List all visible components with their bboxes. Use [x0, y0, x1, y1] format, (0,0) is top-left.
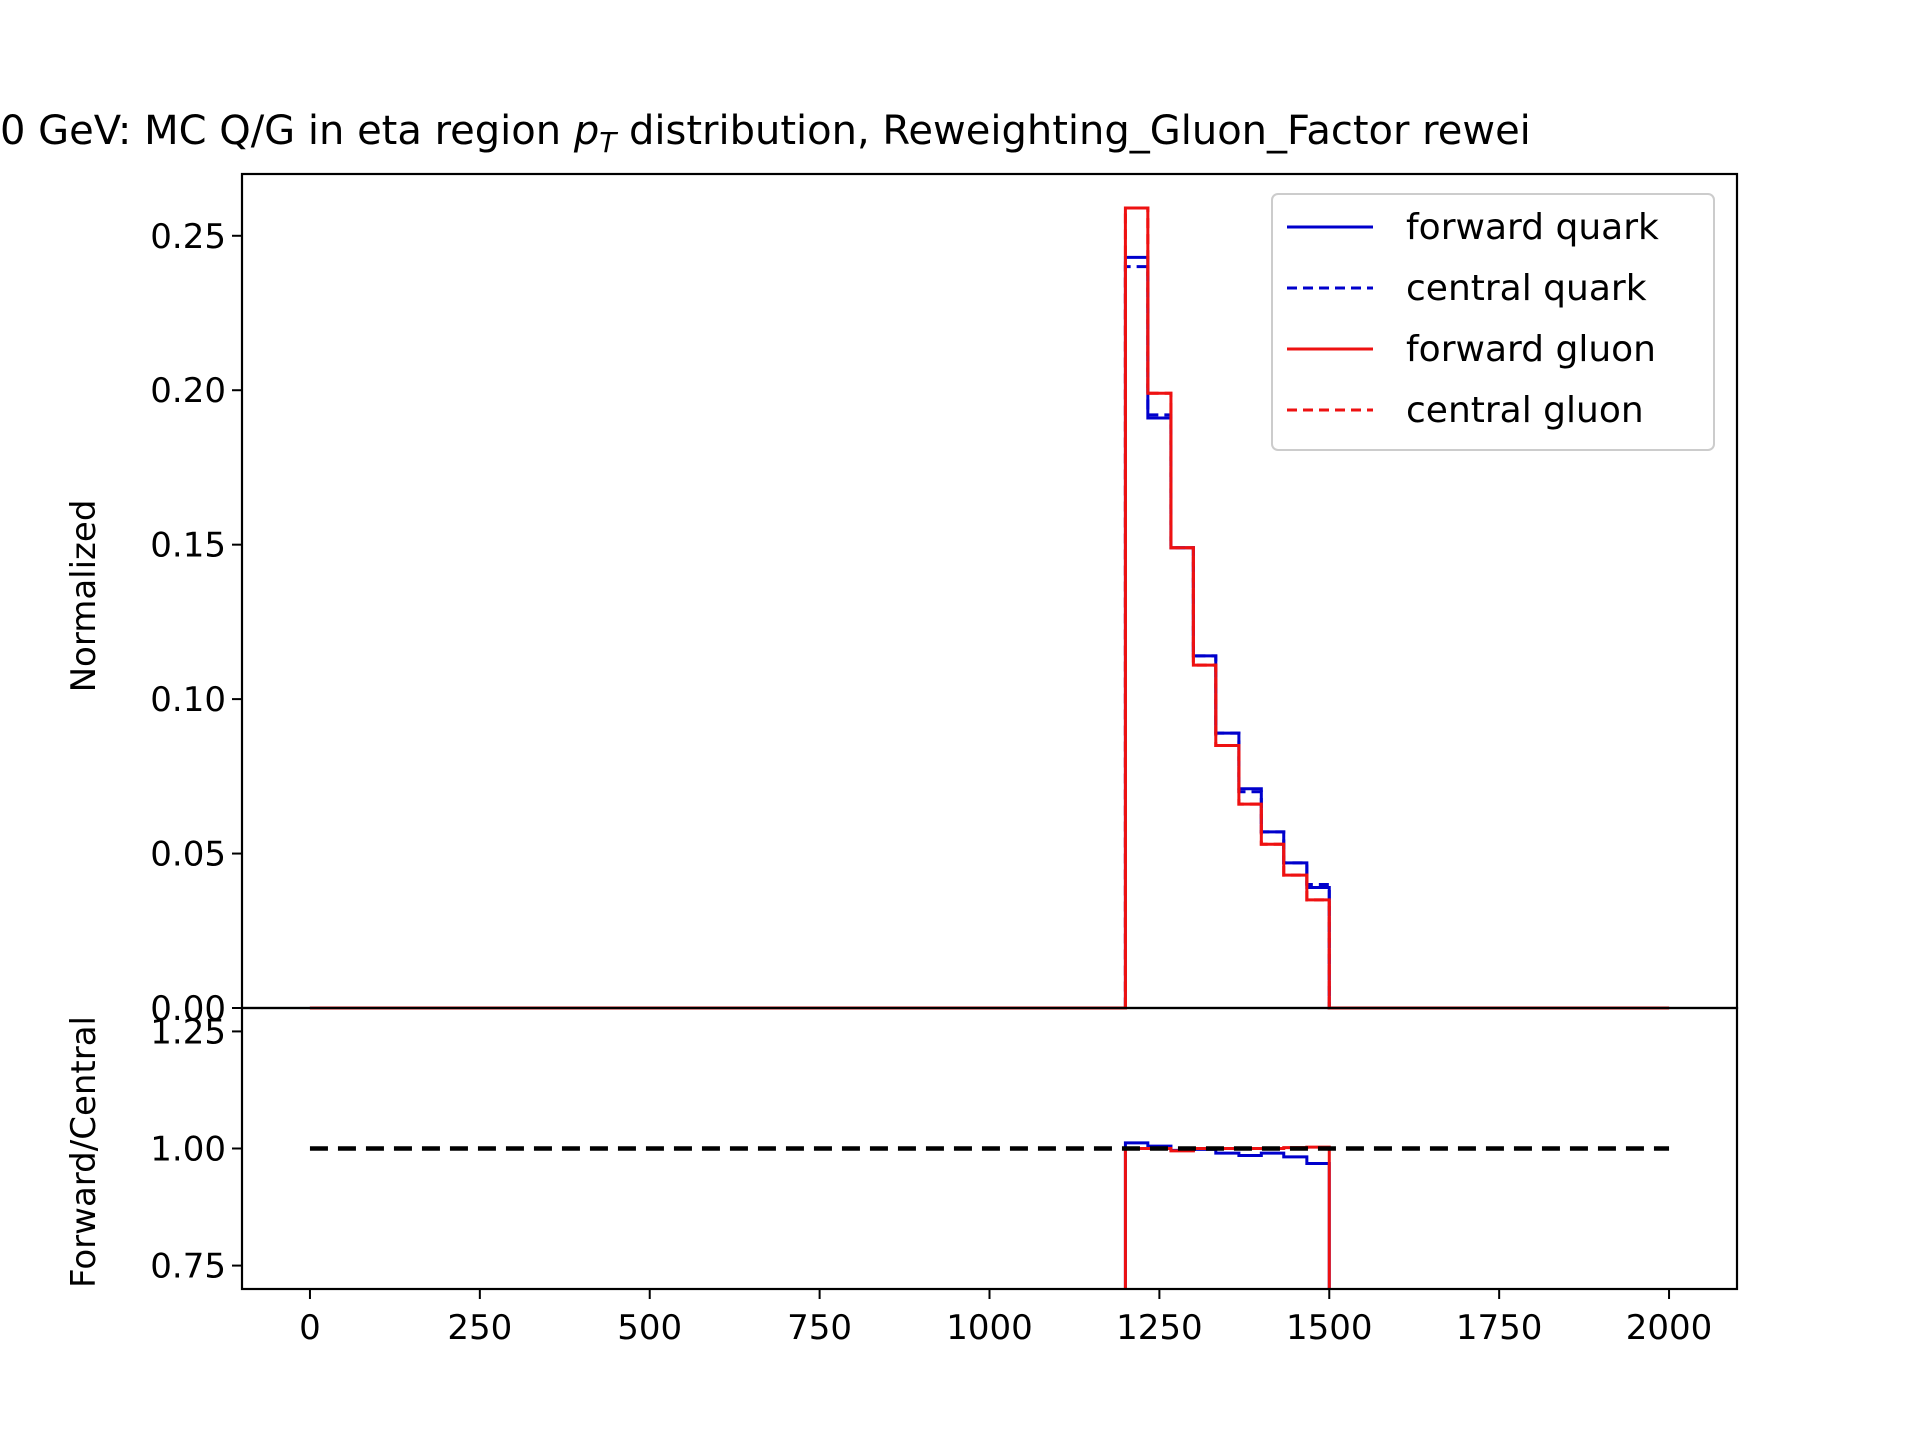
- legend-label: forward gluon: [1406, 329, 1656, 370]
- bottom-panel: 0.75 1.00 1.25 Forward/Central: [64, 1008, 1737, 1289]
- ratio-histograms: [310, 1143, 1669, 1289]
- legend-label: forward quark: [1406, 207, 1659, 248]
- y-tick-label: 0.15: [150, 526, 226, 566]
- x-tick-label: 0: [299, 1308, 321, 1348]
- top-y-axis-label: Normalized: [64, 500, 104, 693]
- legend-label: central quark: [1406, 268, 1647, 309]
- ratio-gluon-ratio: [1125, 1147, 1329, 1289]
- y-tick-label: 1.00: [150, 1130, 226, 1170]
- x-tick-label: 250: [447, 1308, 512, 1348]
- bottom-y-axis-label: Forward/Central: [64, 1016, 104, 1288]
- title-p: p: [573, 108, 599, 154]
- x-tick-label: 750: [787, 1308, 852, 1348]
- y-tick-label: 0.05: [150, 835, 226, 875]
- x-ticks: 0 250 500 750 1000 1250 1500 1750 2000: [299, 1289, 1712, 1348]
- y-tick-label: 0.25: [150, 217, 226, 257]
- x-tick-label: 1750: [1456, 1308, 1543, 1348]
- x-tick-label: 500: [617, 1308, 682, 1348]
- legend-label: central gluon: [1406, 390, 1644, 431]
- x-tick-label: 2000: [1626, 1308, 1713, 1348]
- x-tick-label: 1000: [946, 1308, 1033, 1348]
- chart-title: 0 GeV: MC Q/G in eta region pT distribut…: [0, 108, 1531, 159]
- y-tick-label: 0.75: [150, 1247, 226, 1287]
- title-text: 0 GeV: MC Q/G in eta region: [0, 108, 574, 154]
- top-y-ticks: 0.000.050.100.150.200.25: [150, 217, 242, 1029]
- y-tick-label: 1.25: [150, 1012, 226, 1052]
- title-rest: distribution, Reweighting_Gluon_Factor r…: [616, 108, 1530, 154]
- x-tick-label: 1250: [1116, 1308, 1203, 1348]
- y-tick-label: 0.20: [150, 371, 226, 411]
- x-tick-label: 1500: [1286, 1308, 1373, 1348]
- bottom-y-ticks: 0.75 1.00 1.25: [150, 1012, 242, 1286]
- legend: forward quark central quark forward gluon c…: [1272, 194, 1714, 450]
- ratio-quark-ratio: [1125, 1143, 1329, 1289]
- y-tick-label: 0.10: [150, 680, 226, 720]
